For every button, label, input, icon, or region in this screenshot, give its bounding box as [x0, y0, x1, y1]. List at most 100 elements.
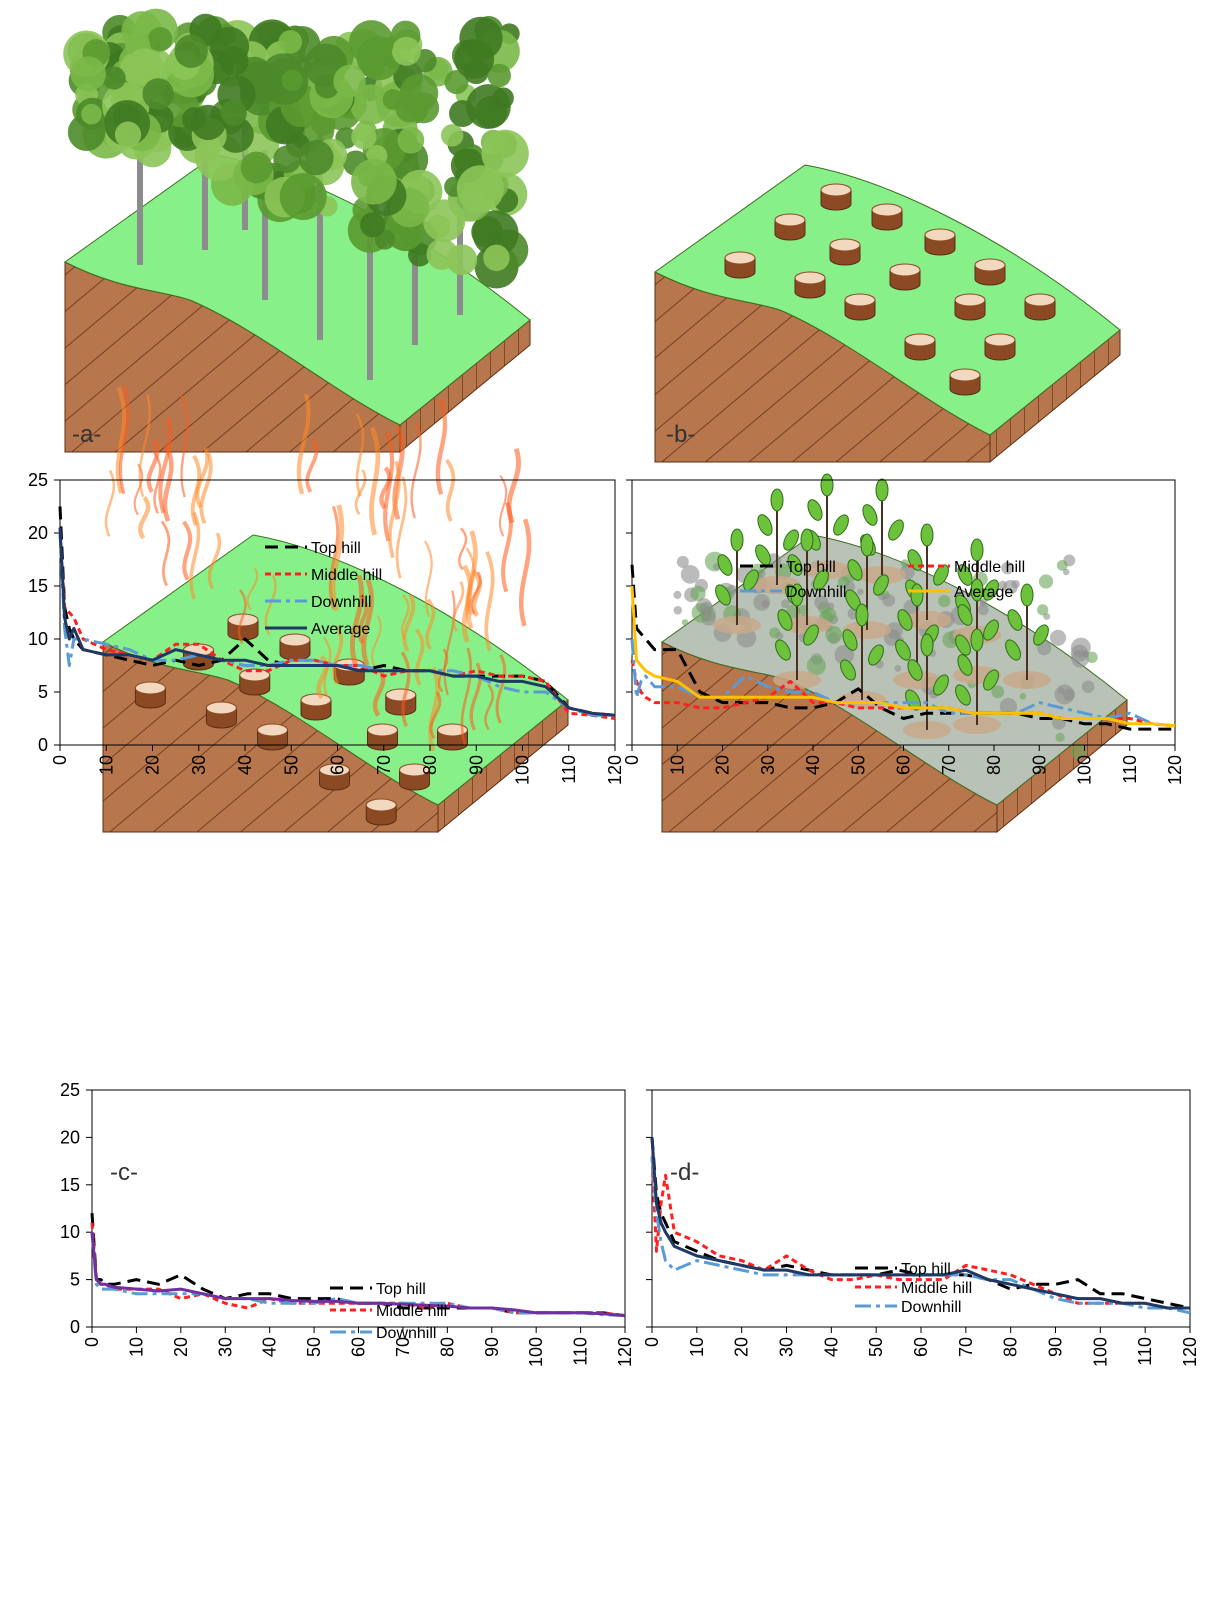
- panel-label: -a-: [72, 421, 101, 448]
- flame: [371, 615, 382, 669]
- leaf: [114, 121, 142, 148]
- soil-patch: [1070, 743, 1088, 760]
- x-tick-label: 50: [281, 755, 301, 775]
- illustration-a: [63, 8, 531, 453]
- x-tick-label: 80: [420, 755, 440, 775]
- x-tick-label: 30: [758, 755, 778, 775]
- soil-patch: [781, 599, 790, 609]
- flame: [199, 452, 213, 525]
- x-tick-label: 50: [848, 755, 868, 775]
- soil-patch: [690, 585, 706, 602]
- x-tick-label: 110: [559, 755, 579, 784]
- leaf: [333, 64, 366, 98]
- soil-patch: [979, 600, 986, 607]
- flame: [357, 593, 369, 645]
- flame: [246, 567, 259, 611]
- seedling-leaf: [833, 514, 849, 536]
- stump-top: [954, 293, 986, 307]
- soil-patch: [938, 594, 951, 608]
- flame: [458, 527, 468, 571]
- leaf: [70, 56, 106, 92]
- leaf: [444, 70, 469, 95]
- x-tick-label: 80: [984, 755, 1004, 775]
- flame: [435, 399, 448, 496]
- soil-patch: [681, 619, 689, 626]
- x-tick-label: 0: [642, 1337, 662, 1347]
- stump-top: [365, 798, 397, 812]
- stump-top: [820, 183, 852, 197]
- seedling-leaf: [777, 609, 793, 631]
- leaf: [278, 30, 303, 54]
- seedling-leaf: [840, 659, 856, 681]
- stump-top: [924, 228, 956, 242]
- y-tick-label: 5: [70, 1270, 80, 1290]
- x-tick-label: 50: [304, 1337, 324, 1357]
- soil-patch: [676, 555, 689, 568]
- panel-label: -c-: [110, 1159, 138, 1186]
- stump-top: [399, 763, 430, 777]
- leaf: [483, 244, 510, 272]
- leaf: [125, 48, 164, 87]
- soil-patch: [701, 610, 716, 626]
- flame: [428, 666, 440, 752]
- x-tick-label: 70: [939, 755, 959, 775]
- legend-label: Middle hill: [376, 1303, 447, 1320]
- y-tick-label: 0: [70, 1317, 80, 1337]
- seedling-leaf: [983, 669, 999, 691]
- x-tick-label: 50: [866, 1337, 886, 1357]
- flame: [465, 547, 476, 616]
- stump-top: [724, 251, 756, 265]
- flame: [316, 654, 329, 699]
- flame: [146, 438, 160, 493]
- soil-patch: [894, 665, 902, 672]
- flame: [425, 598, 436, 650]
- soil-patch: [814, 595, 829, 610]
- series-line: [650, 1137, 1190, 1310]
- stump-top: [984, 333, 1016, 347]
- series-line: [90, 1232, 626, 1318]
- leaf: [147, 27, 173, 52]
- seedling-leaf: [803, 624, 819, 646]
- legend-label: Top hill: [786, 559, 836, 576]
- soil-patch: [1037, 604, 1049, 616]
- legend-label: Top hill: [901, 1261, 951, 1278]
- panel-label: -d-: [670, 1159, 699, 1186]
- stump-top: [205, 701, 237, 715]
- leaf: [395, 94, 424, 123]
- legend-label: Top hill: [376, 1281, 426, 1298]
- flame: [484, 683, 494, 731]
- flame: [190, 454, 202, 526]
- series-line: [58, 527, 616, 717]
- leaf: [456, 165, 504, 213]
- stump-top: [949, 368, 981, 382]
- seedling-leaf: [715, 584, 731, 606]
- seedling-leaf: [895, 639, 911, 661]
- seedling-leaf: [920, 523, 934, 547]
- leaf: [279, 173, 327, 221]
- leaf: [298, 140, 334, 176]
- series-line: [650, 1137, 1191, 1310]
- x-tick-label: 110: [1135, 1337, 1155, 1366]
- panel-label: -b-: [666, 421, 695, 448]
- x-tick-label: 120: [615, 1337, 635, 1367]
- x-tick-label: 120: [1165, 755, 1185, 785]
- seedling-leaf: [775, 639, 791, 661]
- seedling-leaf: [847, 559, 863, 581]
- seedling-leaf: [933, 564, 949, 586]
- leaf: [351, 158, 397, 205]
- x-tick-label: 90: [1029, 755, 1049, 775]
- y-tick-label: 25: [60, 1080, 80, 1100]
- stump-top: [889, 263, 921, 277]
- flame: [445, 458, 456, 522]
- flame: [138, 495, 151, 540]
- flame: [400, 594, 410, 641]
- seedling-leaf: [875, 478, 889, 502]
- y-tick-label: 5: [38, 682, 48, 702]
- soil-patch: [886, 622, 903, 639]
- seedling-leaf: [860, 533, 874, 557]
- seedling-leaf: [1005, 639, 1021, 661]
- soil-patch: [882, 594, 896, 607]
- y-tick-label: 15: [28, 576, 48, 596]
- seedling-leaf: [920, 633, 934, 657]
- soil-patch: [673, 590, 682, 599]
